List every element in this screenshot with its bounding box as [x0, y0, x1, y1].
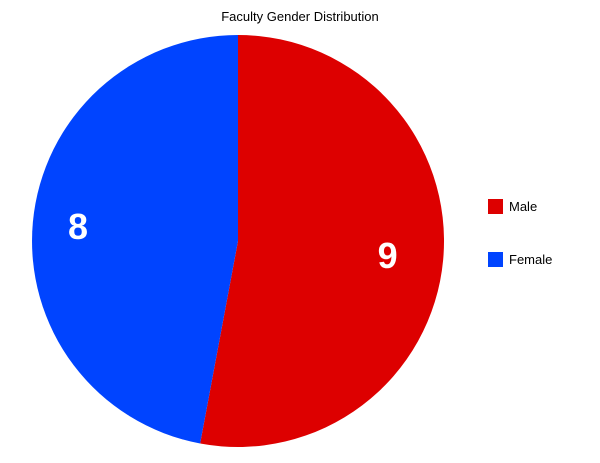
- female-color-swatch: [488, 252, 503, 267]
- legend: Male Female: [488, 199, 552, 305]
- legend-label-female: Female: [509, 252, 553, 267]
- male-color-swatch: [488, 199, 503, 214]
- legend-item-male: Male: [488, 199, 552, 214]
- chart-title: Faculty Gender Distribution: [221, 9, 379, 24]
- legend-item-female: Female: [488, 252, 552, 267]
- slice-value-label: 8: [68, 206, 88, 247]
- legend-label-male: Male: [509, 199, 538, 214]
- slice-value-label: 9: [378, 235, 398, 276]
- pie-slice-male: [200, 35, 445, 448]
- pie-slice-female: [32, 35, 238, 444]
